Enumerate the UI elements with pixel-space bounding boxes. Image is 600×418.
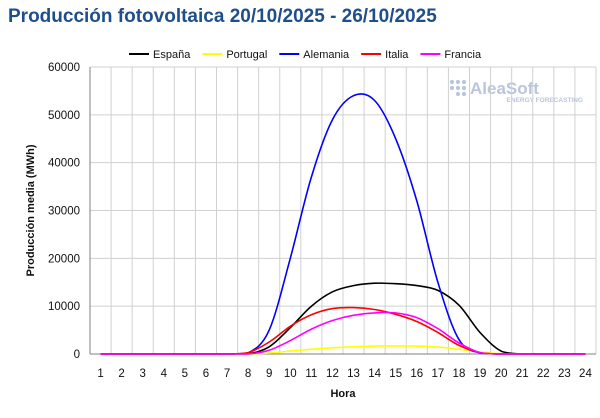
x-tick-label: 16 <box>410 368 423 380</box>
logo-dot <box>455 79 461 85</box>
legend: España Portugal Alemania Italia Francia <box>129 49 482 61</box>
logo-dot <box>455 91 461 97</box>
y-tick-label: 40000 <box>48 158 80 170</box>
x-tick-label: 5 <box>182 368 188 380</box>
y-tick-label: 0 <box>74 349 80 361</box>
logo-dot <box>461 79 467 85</box>
legend-label-francia: Francia <box>444 49 482 61</box>
chart-title: Producción fotovoltaica 20/10/2025 - 26/… <box>8 6 437 27</box>
x-tick-label: 10 <box>284 368 297 380</box>
logo-dot <box>461 85 467 91</box>
grid <box>89 66 597 355</box>
logo-dot <box>455 85 461 91</box>
x-tick-label: 1 <box>97 368 103 380</box>
logo-dot <box>449 85 455 91</box>
legend-label-alemania: Alemania <box>303 49 350 61</box>
x-tick-label: 23 <box>558 368 571 380</box>
y-axis-label: Producción media (MWh) <box>25 144 37 276</box>
x-tick-label: 17 <box>431 368 444 380</box>
x-tick-label: 4 <box>161 368 168 380</box>
legend-label-espana: España <box>153 49 191 61</box>
legend-label-portugal: Portugal <box>226 49 267 61</box>
x-tick-label: 20 <box>495 368 508 380</box>
x-tick-label: 6 <box>203 368 209 380</box>
x-tick-label: 21 <box>516 368 529 380</box>
y-tick-label: 30000 <box>48 206 80 218</box>
series-lines <box>100 93 586 355</box>
y-tick-label: 20000 <box>48 253 80 265</box>
legend-label-italia: Italia <box>385 49 409 61</box>
x-tick-label: 18 <box>453 368 466 380</box>
x-tick-label: 24 <box>579 368 592 380</box>
x-tick-label: 13 <box>347 368 360 380</box>
x-tick-label: 8 <box>245 368 251 380</box>
y-tick-label: 50000 <box>48 110 80 122</box>
logo-wordmark: AleaSoft <box>470 79 539 98</box>
logo-dot <box>461 91 467 97</box>
x-tick-label: 19 <box>474 368 487 380</box>
series-line-francia <box>100 311 586 355</box>
x-tick-label: 15 <box>389 368 402 380</box>
y-tick-label: 60000 <box>48 62 80 74</box>
x-tick-label: 7 <box>224 368 230 380</box>
x-tick-label: 9 <box>266 368 272 380</box>
x-tick-label: 2 <box>118 368 124 380</box>
x-tick-label: 14 <box>368 368 381 380</box>
y-tick-label: 10000 <box>48 301 80 313</box>
x-tick-label: 12 <box>326 368 339 380</box>
x-tick-label: 22 <box>537 368 550 380</box>
logo-dot <box>449 79 455 85</box>
x-axis-label: Hora <box>330 388 356 400</box>
x-tick-label: 3 <box>140 368 146 380</box>
x-tick-label: 11 <box>305 368 317 380</box>
logo-tagline: ENERGY FORECASTING <box>507 97 583 104</box>
